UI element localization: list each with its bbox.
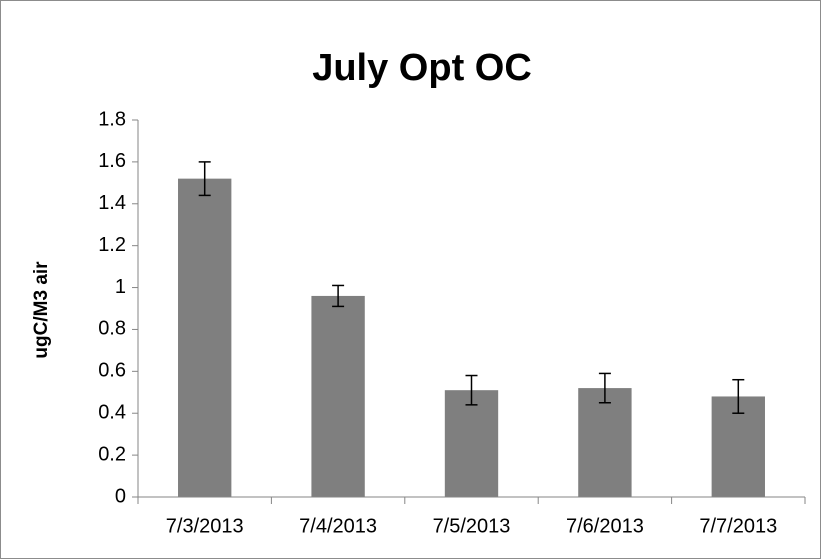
bar [578,388,632,497]
bar [444,390,499,497]
y-tick-label: 0.6 [98,360,126,382]
x-tick-label: 7/5/2013 [433,515,511,537]
y-tick-label: 1.8 [98,108,126,130]
chart-title: July Opt OC [312,47,532,89]
y-tick-label: 0.2 [98,443,126,465]
x-tick-label: 7/3/2013 [166,515,244,537]
y-tick-label: 1.6 [98,150,126,172]
y-axis-label: ugC/M3 air [31,261,52,359]
y-tick-label: 1.4 [98,192,126,214]
y-tick-label: 0.4 [98,402,126,424]
y-tick-label: 0.8 [98,318,126,340]
bar [311,295,365,497]
x-tick-label: 7/6/2013 [566,515,644,537]
bar [178,178,232,497]
x-tick-label: 7/4/2013 [299,515,377,537]
x-tick-label: 7/7/2013 [699,515,777,537]
y-tick-label: 1.2 [98,234,126,256]
y-tick-label: 1 [115,276,126,298]
y-tick-label: 0 [115,485,126,507]
